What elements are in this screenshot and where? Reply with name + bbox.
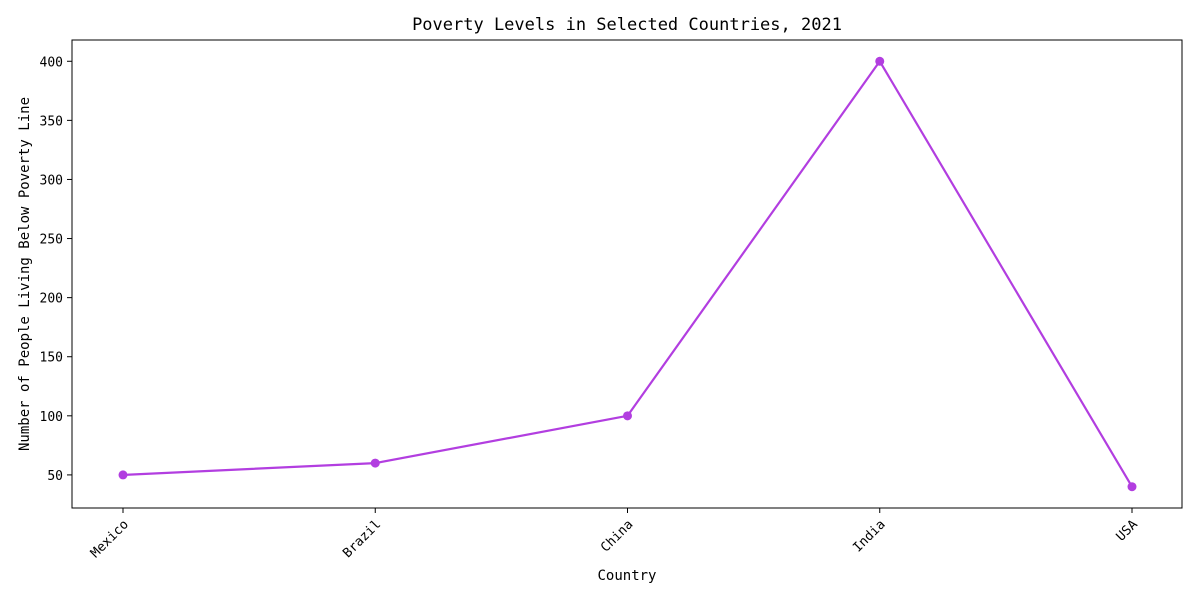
y-tick-label: 300 xyxy=(40,173,63,188)
data-point xyxy=(118,470,128,480)
chart-title: Poverty Levels in Selected Countries, 20… xyxy=(412,15,842,35)
x-tick-label: China xyxy=(598,517,636,555)
x-tick-label: Brazil xyxy=(340,517,384,561)
y-tick-label: 100 xyxy=(40,410,63,425)
plot-area-frame xyxy=(71,39,1183,509)
data-point xyxy=(370,458,380,468)
data-point xyxy=(875,56,885,66)
x-axis: Mexico Brazil China India USA xyxy=(88,508,1141,561)
y-tick-label: 150 xyxy=(40,351,63,366)
y-tick-label: 200 xyxy=(40,292,63,307)
x-tick-label: India xyxy=(850,517,888,555)
y-tick-label: 350 xyxy=(40,114,63,129)
x-tick-label: Mexico xyxy=(88,517,132,561)
data-point xyxy=(1127,482,1137,492)
y-tick-label: 400 xyxy=(40,55,63,70)
data-point xyxy=(623,411,632,421)
y-axis-label: Number of People Living Below Poverty Li… xyxy=(17,97,33,451)
series-layer xyxy=(118,56,1137,492)
y-tick-label: 50 xyxy=(47,469,63,484)
series-line xyxy=(122,60,1133,488)
x-axis-label: Country xyxy=(597,568,656,584)
y-tick-label: 250 xyxy=(40,233,63,248)
x-tick-label: USA xyxy=(1114,517,1141,544)
y-axis: 50 100 150 200 250 300 350 400 xyxy=(40,55,72,484)
